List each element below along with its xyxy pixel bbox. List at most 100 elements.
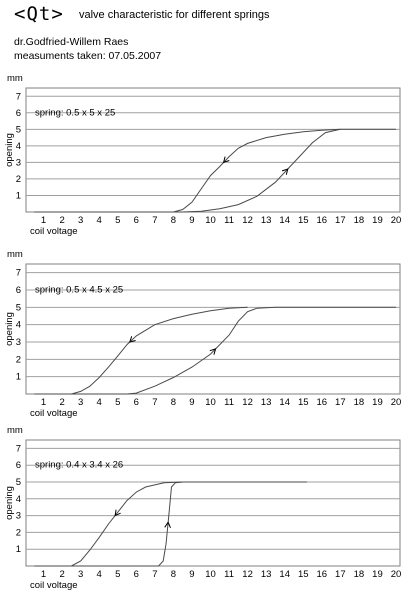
x-tick-label: 17 [335, 215, 346, 226]
x-tick-label: 13 [261, 397, 272, 408]
y-tick-label: 7 [16, 443, 21, 454]
x-tick-label: 10 [205, 397, 216, 408]
direction-arrow-falling [114, 509, 121, 517]
y-tick-label: 2 [16, 527, 21, 538]
y-tick-label: 6 [16, 460, 21, 471]
x-axis-label: coil voltage [30, 226, 78, 237]
y-axis-label: opening [4, 133, 15, 167]
x-tick-label: 7 [152, 569, 157, 580]
x-tick-label: 5 [115, 215, 120, 226]
x-tick-label: 15 [298, 215, 309, 226]
direction-arrow-falling [129, 336, 136, 343]
direction-arrow-falling [222, 156, 230, 164]
plot-frame [25, 87, 401, 213]
x-tick-label: 18 [354, 397, 365, 408]
plot-frame [25, 263, 401, 395]
author-line: dr.Godfried-Willem Raes [14, 36, 129, 48]
y-tick-label: 5 [16, 124, 21, 135]
curve-falling [34, 128, 341, 213]
y-unit-label: mm [7, 249, 23, 260]
x-tick-label: 5 [115, 397, 120, 408]
x-tick-label: 8 [171, 569, 176, 580]
x-tick-label: 9 [189, 397, 194, 408]
x-tick-label: 6 [134, 569, 139, 580]
y-axis-label: opening [4, 486, 15, 520]
x-tick-label: 2 [59, 397, 64, 408]
x-tick-label: 10 [205, 569, 216, 580]
x-tick-label: 7 [152, 215, 157, 226]
y-axis-label: opening [4, 312, 15, 346]
y-tick-label: 4 [16, 494, 21, 505]
qt-logo: <Qt> [14, 3, 64, 25]
y-unit-label: mm [7, 73, 23, 84]
x-tick-label: 5 [115, 569, 120, 580]
spring-annotation: spring: 0.5 x 4.5 x 25 [35, 285, 123, 296]
x-tick-label: 1 [41, 397, 46, 408]
x-tick-label: 20 [391, 397, 402, 408]
x-tick-label: 15 [298, 397, 309, 408]
x-tick-label: 8 [171, 397, 176, 408]
y-tick-label: 6 [16, 285, 21, 296]
x-tick-label: 6 [134, 215, 139, 226]
x-tick-label: 15 [298, 569, 309, 580]
x-tick-label: 12 [242, 397, 253, 408]
x-tick-label: 3 [78, 569, 83, 580]
x-tick-label: 14 [279, 215, 290, 226]
x-tick-label: 6 [134, 397, 139, 408]
y-tick-label: 1 [16, 544, 21, 555]
y-unit-label: mm [7, 425, 23, 436]
x-tick-label: 13 [261, 215, 272, 226]
y-tick-label: 7 [16, 91, 21, 102]
x-tick-label: 9 [189, 569, 194, 580]
y-tick-label: 4 [16, 141, 21, 152]
x-tick-label: 13 [261, 569, 272, 580]
x-tick-label: 18 [354, 569, 365, 580]
y-tick-label: 3 [16, 511, 21, 522]
x-tick-label: 4 [97, 569, 102, 580]
direction-arrow-rising [281, 168, 289, 175]
spring-annotation: spring: 0.5 x 5 x 25 [35, 107, 115, 118]
x-tick-label: 1 [41, 215, 46, 226]
x-tick-label: 20 [391, 569, 402, 580]
x-tick-label: 2 [59, 569, 64, 580]
plot-frame [25, 439, 401, 567]
x-tick-label: 12 [242, 215, 253, 226]
y-tick-label: 2 [16, 354, 21, 365]
x-tick-label: 1 [41, 569, 46, 580]
x-tick-label: 7 [152, 397, 157, 408]
x-tick-label: 19 [372, 569, 383, 580]
spring-annotation: spring: 0.4 x 3.4 x 26 [35, 460, 123, 471]
y-tick-label: 3 [16, 157, 21, 168]
y-tick-label: 7 [16, 268, 21, 279]
x-tick-label: 10 [205, 215, 216, 226]
x-tick-label: 11 [224, 215, 234, 226]
curve-rising [34, 306, 396, 395]
x-tick-label: 4 [97, 397, 102, 408]
x-tick-label: 3 [78, 397, 83, 408]
y-tick-label: 6 [16, 108, 21, 119]
x-tick-label: 16 [317, 215, 328, 226]
y-tick-label: 1 [16, 372, 21, 383]
x-tick-label: 2 [59, 215, 64, 226]
y-tick-label: 5 [16, 302, 21, 313]
x-tick-label: 20 [391, 215, 402, 226]
y-tick-label: 3 [16, 337, 21, 348]
x-tick-label: 8 [171, 215, 176, 226]
x-tick-label: 11 [224, 569, 234, 580]
x-axis-label: coil voltage [30, 580, 78, 591]
y-tick-label: 4 [16, 320, 21, 331]
x-tick-label: 4 [97, 215, 102, 226]
x-tick-label: 14 [279, 569, 290, 580]
curve-falling [34, 306, 248, 395]
x-tick-label: 19 [372, 215, 383, 226]
x-tick-label: 14 [279, 397, 290, 408]
x-tick-label: 17 [335, 569, 346, 580]
direction-arrow-rising [164, 521, 171, 528]
x-tick-label: 9 [189, 215, 194, 226]
x-tick-label: 18 [354, 215, 365, 226]
x-tick-label: 16 [317, 397, 328, 408]
